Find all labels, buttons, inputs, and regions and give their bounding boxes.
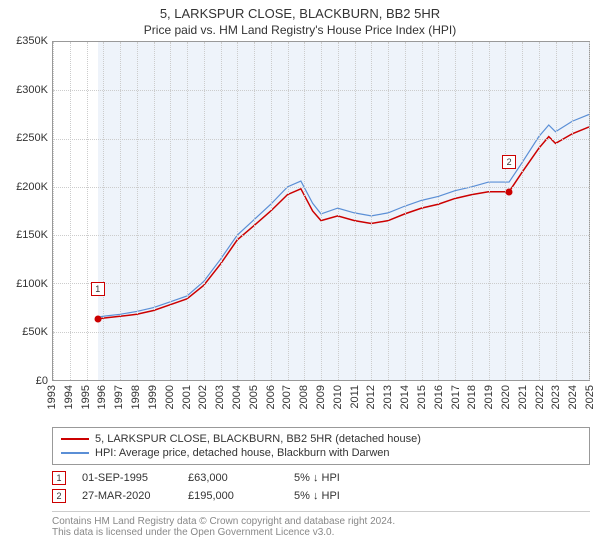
footer-line: Contains HM Land Registry data © Crown c…: [52, 516, 590, 527]
x-tick-label: 2021: [517, 385, 529, 409]
x-tick-label: 2022: [534, 385, 546, 409]
data-table: 1 01-SEP-1995 £63,000 5% ↓ HPI 2 27-MAR-…: [52, 469, 590, 505]
x-tick-label: 2007: [281, 385, 293, 409]
marker-badge: 1: [52, 471, 66, 485]
x-tick-label: 2016: [433, 385, 445, 409]
x-tick-label: 1995: [80, 385, 92, 409]
x-tick-label: 2001: [181, 385, 193, 409]
series-hpi: [98, 114, 589, 317]
x-tick-label: 2013: [382, 385, 394, 409]
legend-label: 5, LARKSPUR CLOSE, BLACKBURN, BB2 5HR (d…: [95, 433, 421, 445]
x-tick-label: 2023: [550, 385, 562, 409]
data-delta: 5% ↓ HPI: [294, 490, 384, 502]
chart-subtitle: Price paid vs. HM Land Registry's House …: [0, 21, 600, 41]
y-tick-label: £200K: [0, 181, 48, 193]
legend-swatch: [61, 438, 89, 440]
x-tick-label: 1998: [130, 385, 142, 409]
x-tick-label: 1994: [63, 385, 75, 409]
marker-badge: 2: [52, 489, 66, 503]
y-tick-label: £50K: [0, 326, 48, 338]
data-price: £195,000: [188, 490, 278, 502]
y-tick-label: £350K: [0, 35, 48, 47]
x-tick-label: 2009: [315, 385, 327, 409]
x-tick-label: 2008: [298, 385, 310, 409]
x-tick-label: 2025: [584, 385, 596, 409]
legend: 5, LARKSPUR CLOSE, BLACKBURN, BB2 5HR (d…: [52, 427, 590, 465]
x-tick-label: 2015: [416, 385, 428, 409]
y-tick-label: £100K: [0, 278, 48, 290]
x-tick-label: 2011: [349, 385, 361, 409]
x-tick-label: 2020: [500, 385, 512, 409]
legend-label: HPI: Average price, detached house, Blac…: [95, 447, 390, 459]
x-tick-label: 2010: [332, 385, 344, 409]
y-tick-label: £0: [0, 375, 48, 387]
x-tick-label: 2002: [197, 385, 209, 409]
x-tick-label: 2005: [248, 385, 260, 409]
data-delta: 5% ↓ HPI: [294, 472, 384, 484]
footer: Contains HM Land Registry data © Crown c…: [52, 511, 590, 538]
x-tick-label: 1993: [46, 385, 58, 409]
marker-dot: [506, 188, 513, 195]
x-tick-label: 2014: [399, 385, 411, 409]
y-tick-label: £150K: [0, 229, 48, 241]
x-tick-label: 2000: [164, 385, 176, 409]
x-tick-label: 2006: [265, 385, 277, 409]
marker-badge: 1: [91, 282, 105, 296]
y-tick-label: £300K: [0, 84, 48, 96]
x-tick-label: 2017: [450, 385, 462, 409]
marker-badge: 2: [502, 155, 516, 169]
y-tick-label: £250K: [0, 132, 48, 144]
x-tick-label: 2018: [466, 385, 478, 409]
x-tick-label: 2003: [214, 385, 226, 409]
x-tick-label: 1999: [147, 385, 159, 409]
legend-item: HPI: Average price, detached house, Blac…: [61, 446, 581, 460]
marker-dot: [94, 316, 101, 323]
data-row: 2 27-MAR-2020 £195,000 5% ↓ HPI: [52, 487, 590, 505]
chart-title: 5, LARKSPUR CLOSE, BLACKBURN, BB2 5HR: [0, 0, 600, 21]
chart-container: 5, LARKSPUR CLOSE, BLACKBURN, BB2 5HR Pr…: [0, 0, 600, 560]
footer-line: This data is licensed under the Open Gov…: [52, 527, 590, 538]
x-tick-label: 2004: [231, 385, 243, 409]
legend-swatch: [61, 452, 89, 454]
x-tick-label: 2019: [483, 385, 495, 409]
x-axis-labels: 1993199419951996199719981999200020012002…: [52, 381, 590, 421]
x-tick-label: 2024: [567, 385, 579, 409]
legend-item: 5, LARKSPUR CLOSE, BLACKBURN, BB2 5HR (d…: [61, 432, 581, 446]
x-tick-label: 2012: [365, 385, 377, 409]
chart-plot-area: 12: [52, 41, 590, 381]
data-price: £63,000: [188, 472, 278, 484]
data-date: 01-SEP-1995: [82, 472, 172, 484]
data-date: 27-MAR-2020: [82, 490, 172, 502]
x-tick-label: 1997: [113, 385, 125, 409]
x-tick-label: 1996: [96, 385, 108, 409]
data-row: 1 01-SEP-1995 £63,000 5% ↓ HPI: [52, 469, 590, 487]
